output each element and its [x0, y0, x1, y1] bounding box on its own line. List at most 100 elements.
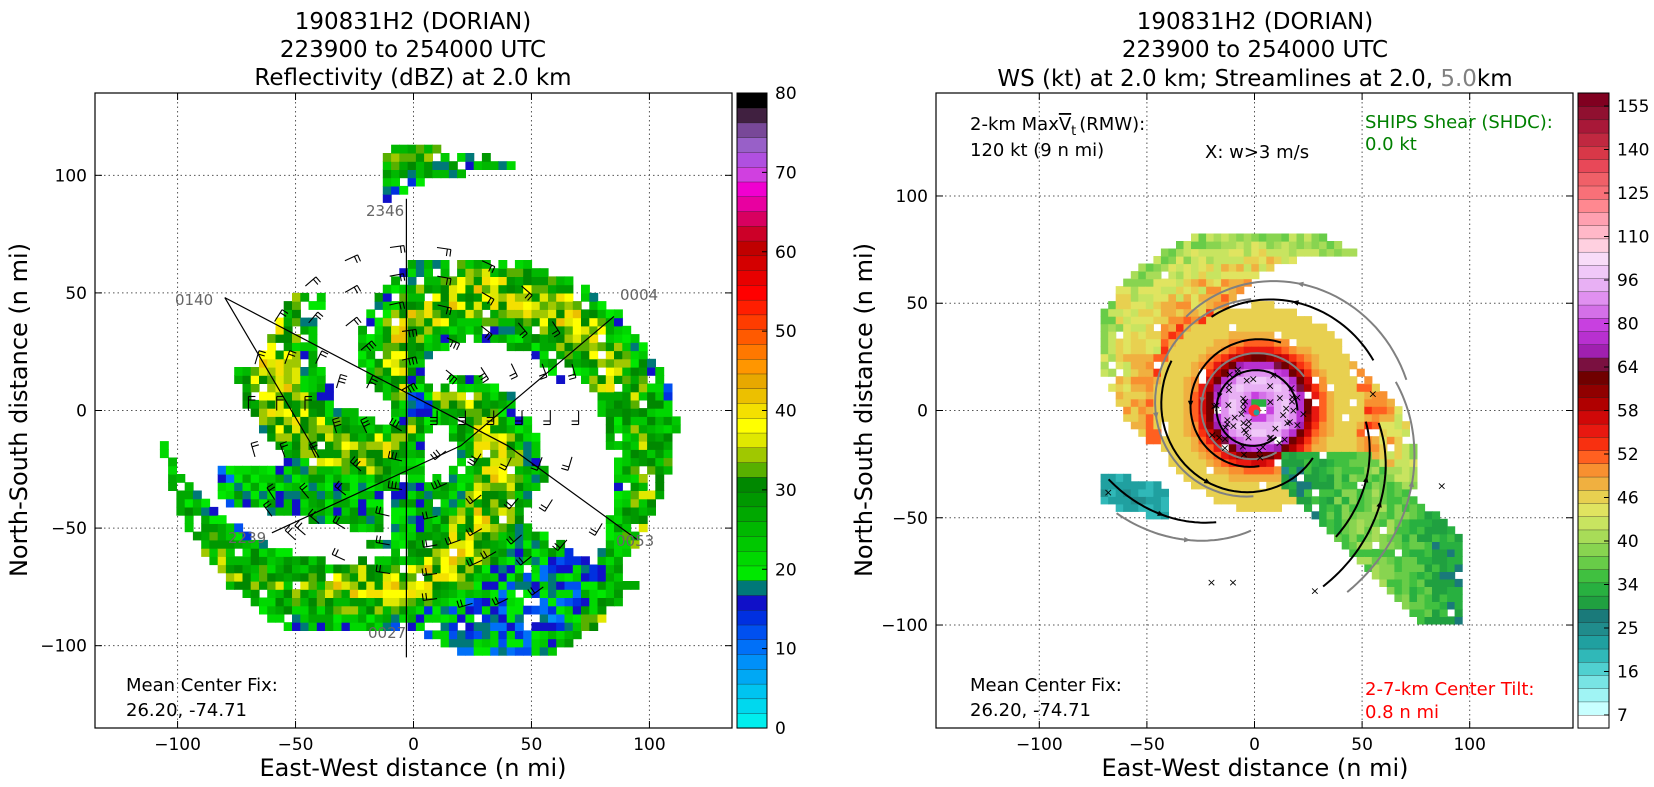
updraft-marker: × — [1265, 432, 1274, 445]
colorbar-bin — [736, 166, 768, 183]
wind-barb-feather — [410, 384, 415, 392]
flight-track-label-2346: 2346 — [366, 202, 404, 220]
wind-barb-staff — [389, 301, 404, 306]
wind-barb-feather — [483, 550, 488, 558]
streamline-arrow — [1187, 400, 1194, 408]
windspeed-panel: 190831H2 (DORIAN) 223900 to 254000 UTC W… — [850, 9, 1649, 782]
reflectivity-axis-ticks: −100 −50 0 50 100 −100 −50 0 50 100 — [40, 93, 732, 755]
wind-barb-staff — [436, 246, 451, 251]
wind-barb-feather — [353, 319, 359, 326]
colorbar-bin — [1577, 317, 1610, 332]
maxvt-label: 2-km Max — [970, 114, 1059, 135]
wind-barb-feather — [425, 592, 428, 601]
colorbar-tick-label: 80 — [775, 84, 797, 104]
colorbar-bin — [1577, 291, 1610, 306]
wind-barb-staff — [335, 374, 342, 389]
y-tick-label: −100 — [40, 637, 87, 657]
reflectivity-title-line3: Reflectivity (dBZ) at 2.0 km — [254, 65, 571, 91]
colorbar-bin — [1577, 476, 1610, 491]
wind-barb-staff — [279, 443, 286, 458]
colorbar-tick-label: 46 — [1617, 489, 1639, 509]
wind-barb-feather — [478, 372, 486, 378]
colorbar-bin — [736, 299, 768, 316]
updraft-marker: × — [1287, 395, 1296, 408]
wind-barb-feather — [408, 330, 411, 338]
wind-barb-feather — [554, 542, 561, 549]
colorbar-bin — [1577, 635, 1610, 650]
colorbar-tick-label: 34 — [1617, 576, 1639, 596]
flight-track — [271, 315, 615, 534]
wind-barb-feather — [487, 334, 493, 341]
colorbar-bin — [736, 255, 768, 271]
colorbar-bin — [1577, 516, 1610, 531]
wind-barb-feather — [355, 460, 361, 467]
streamline-arrow — [1408, 480, 1414, 488]
colorbar-bin — [1577, 185, 1610, 200]
colorbar-bin — [736, 210, 768, 227]
colorbar-tick-label: 80 — [1617, 315, 1639, 335]
wind-barb-feather — [437, 479, 441, 487]
colorbar-bin — [1577, 330, 1610, 345]
y-tick-label: 50 — [906, 294, 928, 314]
colorbar-bin — [736, 609, 768, 626]
colorbar-bin — [736, 181, 768, 197]
updraft-marker: × — [1244, 420, 1253, 433]
updraft-marker: × — [1280, 433, 1289, 446]
colorbar-bin — [736, 270, 768, 286]
updraft-marker: × — [1266, 431, 1275, 444]
y-tick-label: 0 — [917, 402, 928, 422]
wind-barb-staff — [423, 598, 438, 601]
wind-barb-feather — [519, 330, 526, 336]
colorbar-bin — [1577, 542, 1610, 557]
updraft-marker: × — [1255, 451, 1264, 464]
wind-barb-feather — [459, 599, 463, 607]
wind-barb-feather — [378, 506, 382, 514]
wind-barb-feather — [421, 540, 425, 548]
windspeed-title-line3-unit: km — [1477, 66, 1513, 92]
center-tilt-label: 2-7-km Center Tilt: — [1365, 679, 1534, 700]
wind-barb-feather — [538, 373, 546, 377]
wind-barb-feather — [449, 249, 452, 257]
wind-barb-staff — [308, 513, 320, 524]
wind-barb-feather — [361, 420, 369, 424]
updraft-marker: × — [1299, 408, 1308, 421]
y-tick-label: 100 — [896, 187, 928, 207]
reflectivity-x-axis-label: East-West distance (n mi) — [259, 754, 566, 782]
wind-barb-staff — [469, 559, 483, 567]
wind-barb-feather — [375, 564, 378, 572]
wind-barb-staff — [389, 245, 404, 249]
streamline-5km — [1185, 280, 1408, 381]
reflectivity-field — [159, 144, 681, 658]
x-tick-label: −100 — [1016, 735, 1063, 755]
streamline-arrow — [1199, 397, 1205, 404]
wind-barb-staff — [345, 316, 358, 327]
wind-barb-feather — [538, 507, 546, 512]
wind-barb-feather — [357, 254, 362, 262]
wind-barb-feather — [310, 510, 316, 518]
colorbar-tick-label: 30 — [775, 481, 797, 501]
wind-barb-feather — [289, 350, 297, 354]
colorbar-bin — [736, 535, 768, 552]
wind-barb-feather — [561, 467, 569, 471]
updraft-marker: × — [1437, 480, 1446, 493]
colorbar-bin — [1577, 423, 1610, 438]
updraft-marker: × — [1225, 368, 1234, 381]
wind-barb-feather — [430, 482, 435, 490]
wind-barb-feather — [251, 444, 259, 448]
colorbar-bin — [736, 314, 768, 330]
wind-barb-staff — [366, 375, 374, 389]
y-tick-label: 0 — [76, 402, 87, 422]
wind-barb-feather — [340, 373, 348, 378]
streamline-arrow — [1203, 478, 1211, 484]
wind-barb-feather — [456, 600, 460, 608]
colorbar-bin — [1577, 648, 1610, 663]
wind-barb-feather — [480, 375, 487, 381]
colorbar-bin — [1577, 410, 1610, 425]
colorbar-bin — [1577, 701, 1610, 716]
colorbar-bin — [736, 698, 768, 714]
wind-barb-feather — [402, 273, 406, 281]
colorbar-bin — [736, 565, 768, 581]
updraft-marker: × — [1210, 400, 1219, 413]
wind-barb-feather — [378, 536, 382, 544]
wind-barb-staff — [481, 260, 496, 268]
